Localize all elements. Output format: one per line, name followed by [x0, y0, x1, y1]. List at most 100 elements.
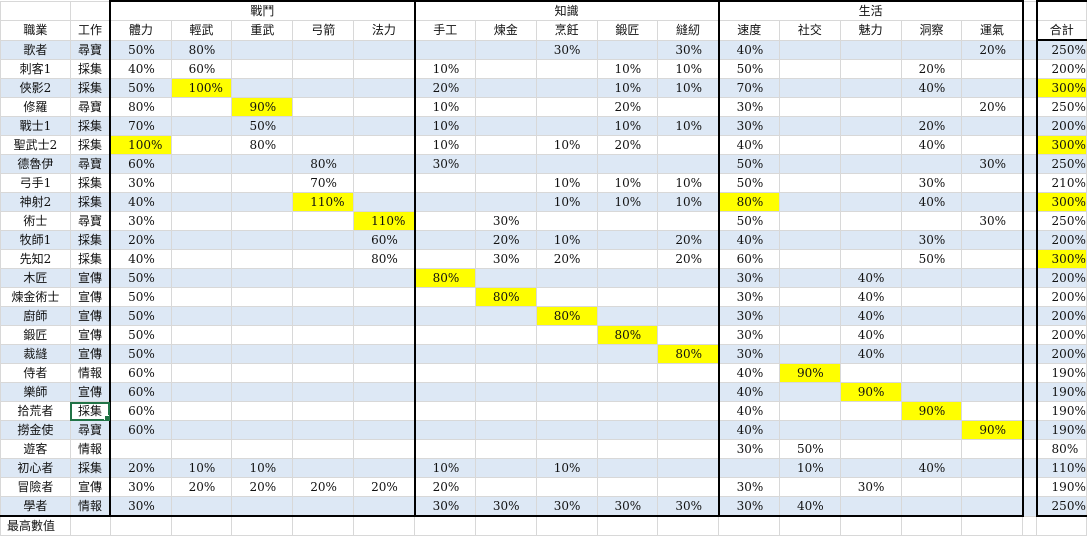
profession-cell[interactable]: 刺客1 [0, 59, 71, 79]
stat-cell[interactable] [353, 268, 416, 288]
empty-cell[interactable] [1022, 192, 1038, 212]
stat-cell[interactable] [778, 287, 841, 307]
stat-cell[interactable] [657, 306, 720, 326]
total-cell[interactable]: 190% [1035, 401, 1087, 421]
stat-cell[interactable] [353, 382, 416, 402]
stat-cell[interactable]: 50% [109, 325, 172, 345]
stat-cell[interactable] [900, 268, 963, 288]
profession-cell[interactable]: 侍者 [0, 363, 71, 383]
empty-cell[interactable] [1022, 496, 1038, 517]
stat-cell[interactable] [778, 382, 841, 402]
stat-cell[interactable] [839, 97, 902, 117]
stat-cell[interactable] [231, 306, 294, 326]
profession-cell[interactable]: 裁縫 [0, 344, 71, 364]
stat-cell[interactable] [596, 268, 659, 288]
stat-cell[interactable]: 20% [596, 135, 659, 155]
group-header-knowledge[interactable]: 知識 [414, 0, 720, 21]
stat-cell[interactable] [596, 458, 659, 478]
stat-cell[interactable] [170, 230, 233, 250]
stat-cell[interactable] [231, 192, 294, 212]
stat-cell[interactable]: 30% [718, 439, 780, 459]
stat-cell[interactable] [778, 268, 841, 288]
empty-cell[interactable] [1022, 78, 1038, 98]
stat-cell[interactable] [170, 116, 233, 136]
empty-cell[interactable] [1022, 439, 1038, 459]
stat-cell[interactable] [474, 306, 537, 326]
empty-cell[interactable] [1022, 39, 1038, 60]
stat-cell[interactable]: 80% [292, 154, 355, 174]
stat-cell[interactable]: 90% [231, 97, 294, 117]
stat-cell[interactable]: 10% [596, 59, 659, 79]
stat-cell[interactable] [170, 496, 233, 517]
stat-cell[interactable] [839, 39, 902, 60]
stat-cell[interactable] [535, 363, 598, 383]
header-stat-12[interactable]: 魅力 [839, 20, 902, 41]
stat-cell[interactable] [170, 97, 233, 117]
stat-cell[interactable] [778, 59, 841, 79]
stat-cell[interactable] [292, 39, 355, 60]
stat-cell[interactable] [353, 344, 416, 364]
stat-cell[interactable] [778, 173, 841, 193]
stat-cell[interactable] [170, 382, 233, 402]
stat-cell[interactable] [414, 420, 476, 440]
stat-cell[interactable] [778, 249, 841, 269]
stat-cell[interactable]: 50% [109, 344, 172, 364]
stat-cell[interactable]: 30% [535, 496, 598, 517]
empty-cell[interactable] [1022, 458, 1038, 478]
profession-cell[interactable]: 俠影2 [0, 78, 71, 98]
stat-cell[interactable]: 10% [657, 192, 720, 212]
stat-cell[interactable] [474, 78, 537, 98]
stat-cell[interactable]: 80% [535, 306, 598, 326]
stat-cell[interactable]: 30% [109, 496, 172, 517]
stat-cell[interactable] [231, 382, 294, 402]
empty-cell[interactable] [1022, 287, 1038, 307]
stat-cell[interactable] [535, 78, 598, 98]
work-cell[interactable]: 採集 [69, 249, 112, 269]
stat-cell[interactable] [474, 420, 537, 440]
stat-cell[interactable]: 30% [961, 211, 1024, 231]
stat-cell[interactable]: 10% [535, 192, 598, 212]
stat-cell[interactable]: 40% [839, 344, 902, 364]
stat-cell[interactable] [657, 287, 720, 307]
stat-cell[interactable] [353, 458, 416, 478]
stat-cell[interactable] [778, 344, 841, 364]
stat-cell[interactable] [231, 363, 294, 383]
stat-cell[interactable] [778, 211, 841, 231]
stat-cell[interactable] [961, 230, 1024, 250]
profession-cell[interactable]: 先知2 [0, 249, 71, 269]
stat-cell[interactable] [292, 249, 355, 269]
work-cell[interactable]: 尋寶 [69, 420, 112, 440]
header-stat-0[interactable]: 體力 [109, 20, 172, 41]
stat-cell[interactable]: 90% [900, 401, 963, 421]
empty-cell[interactable] [1022, 515, 1038, 536]
total-cell[interactable]: 200% [1035, 268, 1087, 288]
total-cell[interactable]: 190% [1035, 363, 1087, 383]
work-cell[interactable]: 採集 [69, 116, 112, 136]
stat-cell[interactable]: 80% [353, 249, 416, 269]
stat-cell[interactable] [839, 192, 902, 212]
stat-cell[interactable] [778, 420, 841, 440]
stat-cell[interactable]: 10% [231, 458, 294, 478]
stat-cell[interactable] [596, 439, 659, 459]
stat-cell[interactable] [961, 78, 1024, 98]
header-stat-8[interactable]: 鍛匠 [596, 20, 659, 41]
stat-cell[interactable] [718, 458, 780, 478]
stat-cell[interactable]: 40% [718, 39, 780, 60]
stat-cell[interactable]: 60% [718, 249, 780, 269]
stat-cell[interactable] [292, 268, 355, 288]
stat-cell[interactable] [414, 363, 476, 383]
stat-cell[interactable] [839, 401, 902, 421]
empty-cell[interactable] [1022, 325, 1038, 345]
stat-cell[interactable] [292, 344, 355, 364]
empty-cell[interactable] [1022, 97, 1038, 117]
stat-cell[interactable] [778, 39, 841, 60]
work-cell[interactable]: 宣傳 [69, 325, 112, 345]
stat-cell[interactable]: 10% [596, 173, 659, 193]
stat-cell[interactable] [961, 439, 1024, 459]
stat-cell[interactable]: 40% [839, 287, 902, 307]
stat-cell[interactable]: 40% [900, 135, 963, 155]
stat-cell[interactable]: 70% [109, 116, 172, 136]
stat-cell[interactable] [231, 230, 294, 250]
work-cell[interactable]: 採集 [69, 173, 112, 193]
stat-cell[interactable]: 20% [900, 116, 963, 136]
